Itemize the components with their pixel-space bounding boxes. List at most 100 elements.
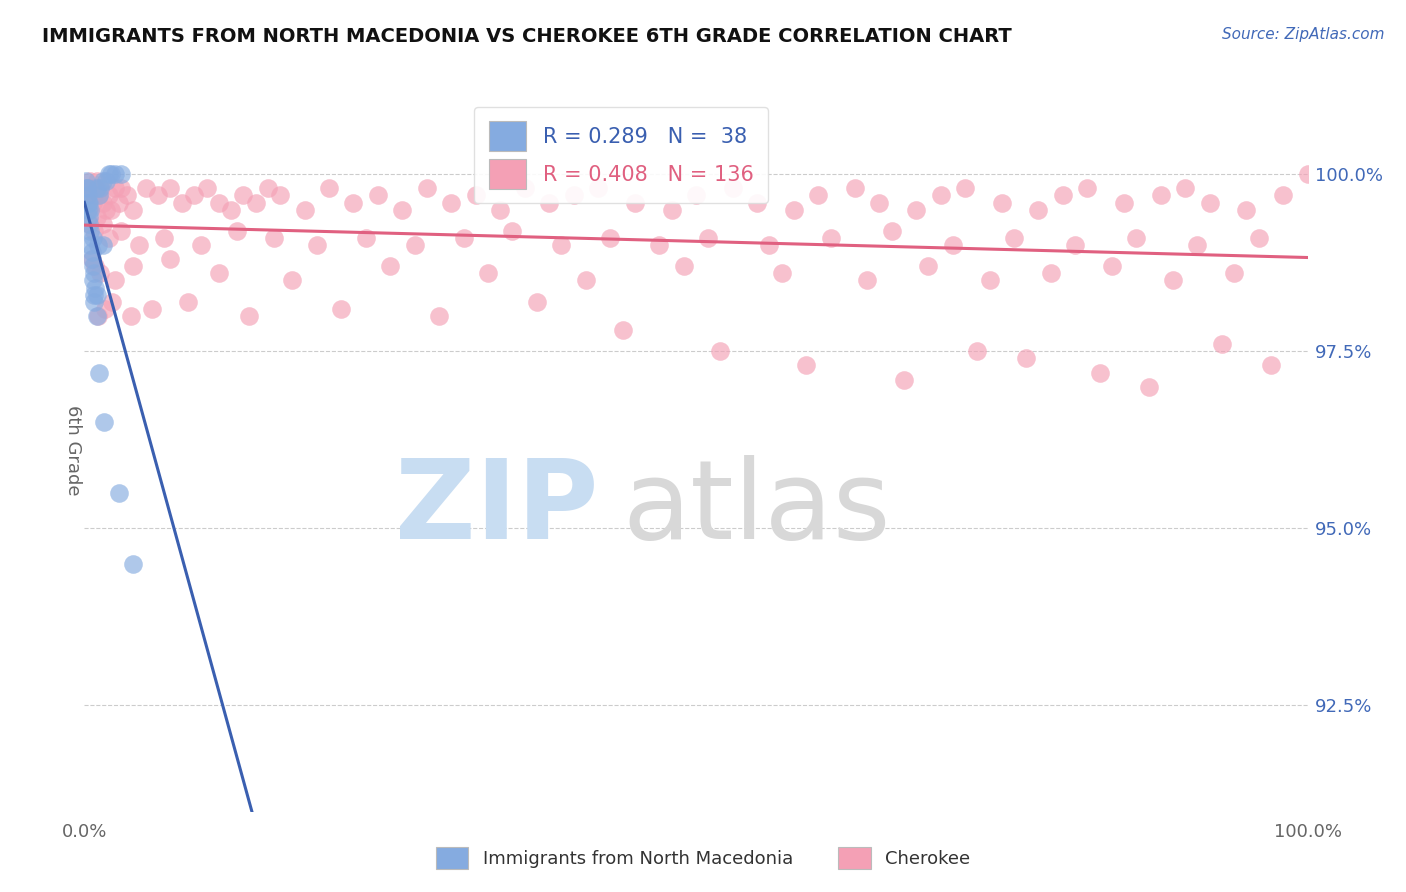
Point	[893, 373, 915, 387]
Point	[104, 167, 127, 181]
Point	[1088, 366, 1111, 380]
Point	[190, 238, 212, 252]
Point	[89, 181, 111, 195]
Point	[562, 188, 585, 202]
Point	[79, 224, 101, 238]
Point	[93, 415, 115, 429]
Point	[83, 188, 105, 202]
Point	[538, 195, 561, 210]
Point	[80, 252, 103, 267]
Legend: R = 0.289   N =  38, R = 0.408   N = 136: R = 0.289 N = 38, R = 0.408 N = 136	[474, 107, 768, 203]
Point	[526, 294, 548, 309]
Point	[77, 210, 100, 224]
Point	[84, 260, 107, 274]
Point	[807, 188, 830, 202]
Point	[354, 231, 377, 245]
Point	[869, 195, 891, 210]
Point	[100, 202, 122, 217]
Point	[477, 266, 499, 280]
Point	[97, 188, 120, 202]
Point	[208, 266, 231, 280]
Point	[550, 238, 572, 252]
Point	[183, 188, 205, 202]
Point	[238, 309, 260, 323]
Point	[159, 181, 181, 195]
Point	[464, 188, 486, 202]
Legend: Immigrants from North Macedonia, Cherokee: Immigrants from North Macedonia, Cheroke…	[427, 838, 979, 879]
Point	[342, 195, 364, 210]
Point	[257, 181, 280, 195]
Point	[770, 266, 793, 280]
Point	[404, 238, 426, 252]
Point	[76, 181, 98, 195]
Point	[82, 231, 104, 245]
Point	[453, 231, 475, 245]
Point	[1161, 273, 1184, 287]
Point	[110, 167, 132, 181]
Text: Source: ZipAtlas.com: Source: ZipAtlas.com	[1222, 27, 1385, 42]
Point	[87, 238, 110, 252]
Point	[97, 167, 120, 181]
Point	[502, 224, 524, 238]
Point	[89, 266, 111, 280]
Point	[75, 174, 97, 188]
Point	[281, 273, 304, 287]
Point	[263, 231, 285, 245]
Point	[110, 224, 132, 238]
Point	[1002, 231, 1025, 245]
Point	[84, 181, 107, 195]
Point	[305, 238, 328, 252]
Point	[1064, 238, 1087, 252]
Point	[917, 260, 939, 274]
Point	[83, 266, 105, 280]
Point	[159, 252, 181, 267]
Point	[820, 231, 842, 245]
Point	[880, 224, 903, 238]
Text: atlas: atlas	[623, 455, 891, 562]
Point	[91, 217, 114, 231]
Point	[96, 202, 118, 217]
Point	[575, 273, 598, 287]
Point	[110, 181, 132, 195]
Point	[77, 195, 100, 210]
Point	[96, 174, 118, 188]
Point	[1125, 231, 1147, 245]
Point	[80, 252, 103, 267]
Point	[1211, 337, 1233, 351]
Y-axis label: 6th Grade: 6th Grade	[63, 405, 82, 496]
Point	[1039, 266, 1062, 280]
Point	[269, 188, 291, 202]
Point	[586, 181, 609, 195]
Point	[953, 181, 976, 195]
Point	[672, 260, 695, 274]
Point	[219, 202, 242, 217]
Point	[685, 188, 707, 202]
Point	[905, 202, 928, 217]
Point	[86, 210, 108, 224]
Point	[758, 238, 780, 252]
Point	[83, 287, 105, 301]
Point	[87, 309, 110, 323]
Point	[697, 231, 720, 245]
Point	[1137, 380, 1160, 394]
Point	[91, 238, 114, 252]
Point	[104, 273, 127, 287]
Text: ZIP: ZIP	[395, 455, 598, 562]
Point	[367, 188, 389, 202]
Point	[648, 238, 671, 252]
Point	[79, 174, 101, 188]
Point	[1236, 202, 1258, 217]
Point	[77, 188, 100, 202]
Point	[380, 260, 402, 274]
Point	[79, 217, 101, 231]
Point	[86, 287, 108, 301]
Point	[1198, 195, 1220, 210]
Point	[1247, 231, 1270, 245]
Point	[89, 181, 111, 195]
Point	[86, 174, 108, 188]
Point	[195, 181, 218, 195]
Point	[120, 309, 142, 323]
Point	[794, 359, 817, 373]
Point	[929, 188, 952, 202]
Point	[1223, 266, 1246, 280]
